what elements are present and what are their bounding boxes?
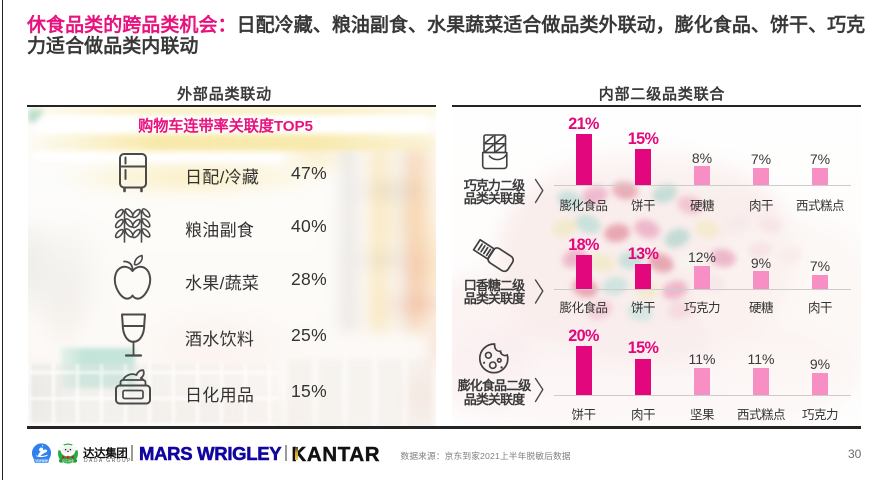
svg-text:京东到家: 京东到家 [61, 457, 73, 462]
svg-text:达达快送: 达达快送 [35, 457, 47, 462]
